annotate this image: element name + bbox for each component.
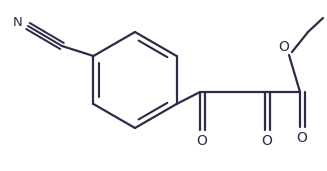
- Text: O: O: [197, 134, 207, 148]
- Text: O: O: [279, 40, 289, 54]
- Text: N: N: [13, 16, 23, 29]
- Text: O: O: [297, 131, 307, 145]
- Text: O: O: [262, 134, 272, 148]
